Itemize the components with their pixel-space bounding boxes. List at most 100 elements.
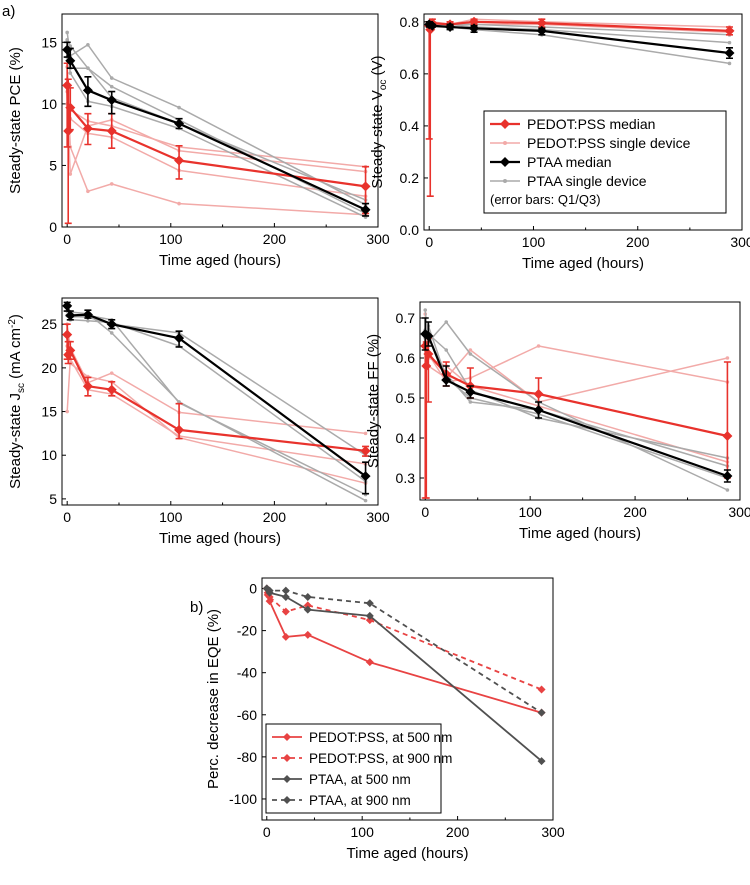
y-axis-label-main: Steady-state J	[7, 393, 24, 489]
x-tick-label: 100	[518, 504, 542, 520]
y-tick-label: 0.8	[400, 14, 420, 30]
legend-entry: PEDOT:PSS, at 500 nm	[309, 730, 452, 745]
data-point	[86, 189, 90, 194]
series-median	[420, 317, 733, 483]
y-axis-label-sub: oc	[378, 80, 389, 91]
x-tick-label: 0	[421, 504, 429, 520]
data-point	[62, 300, 73, 311]
data-point	[468, 352, 473, 356]
data-point	[174, 424, 185, 435]
plot-frame	[261, 577, 554, 821]
y-axis-label-sub: sc	[16, 383, 27, 393]
data-point	[62, 80, 73, 91]
series-single-device	[423, 312, 730, 384]
data-point	[265, 592, 274, 601]
y-tick-label: -100	[229, 791, 257, 807]
series-line	[66, 358, 366, 465]
data-point	[265, 586, 274, 595]
plot-frame	[61, 13, 379, 228]
series-line	[66, 345, 366, 484]
series-line	[262, 584, 546, 694]
legend-entry: PTAA median	[527, 154, 612, 170]
x-tick-label: 0	[63, 231, 71, 247]
data-point	[68, 44, 73, 48]
data-point	[441, 375, 452, 385]
y-axis-label-tail: (V)	[369, 55, 386, 79]
x-tick-label: 0	[425, 234, 433, 250]
legend-entry: PEDOT:PSS single device	[527, 135, 691, 151]
data-point	[281, 607, 290, 616]
data-point	[65, 38, 69, 42]
y-tick-label: 0.4	[400, 118, 420, 134]
legend-entry: PTAA single device	[527, 173, 647, 189]
legend-marker	[503, 179, 507, 183]
series-single-device	[65, 322, 368, 436]
data-point	[68, 71, 73, 75]
data-point	[423, 308, 428, 312]
legend: PEDOT:PSS median PEDOT:PSS single device P…	[483, 110, 727, 214]
series-single-device	[65, 65, 368, 169]
data-point	[106, 95, 117, 106]
legend-entry: PEDOT:PSS median	[527, 116, 655, 132]
series-line	[262, 584, 546, 717]
panel-label-b: b)	[190, 599, 203, 616]
y-tick-label: -20	[237, 623, 257, 639]
data-point	[106, 384, 117, 395]
series-median	[424, 19, 735, 60]
y-tick-label: 0.3	[396, 470, 416, 486]
legend-entry: PTAA, at 500 nm	[309, 772, 411, 787]
plot-area	[424, 16, 735, 197]
series-line	[66, 305, 366, 502]
data-point	[365, 658, 374, 667]
data-point	[469, 23, 480, 34]
x-tick-label: 200	[623, 504, 647, 520]
x-tick-label: 100	[159, 509, 183, 525]
data-point	[724, 25, 735, 36]
data-point	[537, 757, 546, 766]
data-point	[281, 586, 290, 595]
data-point	[65, 30, 69, 35]
legend-marker	[500, 157, 510, 167]
data-point	[82, 123, 93, 134]
data-point	[444, 320, 449, 324]
x-axis-label: Time aged (hours)	[159, 530, 281, 547]
series-line	[66, 79, 366, 216]
legend-box	[265, 723, 442, 814]
data-point	[725, 488, 730, 492]
legend-marker	[503, 141, 507, 145]
data-point	[82, 309, 93, 320]
series-line	[66, 314, 366, 496]
plot-area	[262, 584, 546, 766]
y-tick-label: 0.6	[396, 350, 416, 366]
x-axis-label: Time aged (hours)	[519, 525, 641, 542]
series-median	[62, 300, 371, 495]
y-tick-label: 0.6	[400, 66, 420, 82]
data-point	[86, 42, 90, 47]
data-point	[722, 471, 733, 481]
data-point	[62, 44, 73, 55]
y-axis-label-tail: (mA cm	[7, 328, 24, 383]
y-axis-label-sup: -2	[7, 319, 18, 328]
data-point	[174, 155, 185, 166]
legend-marker	[283, 733, 291, 741]
y-tick-label: 0.0	[400, 222, 420, 238]
plot-area	[62, 300, 371, 503]
x-tick-label: 0	[63, 509, 71, 525]
data-point	[106, 125, 117, 136]
y-tick-label: 0.2	[400, 170, 420, 186]
data-point	[303, 605, 312, 614]
legend-entry: PTAA, at 900 nm	[309, 793, 411, 808]
y-tick-label: 0.7	[396, 310, 416, 326]
data-point	[468, 400, 473, 404]
data-point	[469, 16, 480, 27]
x-tick-label: 300	[728, 504, 750, 520]
data-point	[82, 381, 93, 392]
data-point	[62, 329, 73, 340]
y-tick-label: 15	[41, 404, 57, 420]
data-point	[445, 22, 456, 33]
plot-frame	[423, 13, 743, 231]
x-axis-label: Time aged (hours)	[522, 255, 644, 272]
y-axis-label: Steady-state FF (%)	[365, 334, 382, 468]
data-point	[174, 333, 185, 344]
data-point	[727, 61, 732, 66]
